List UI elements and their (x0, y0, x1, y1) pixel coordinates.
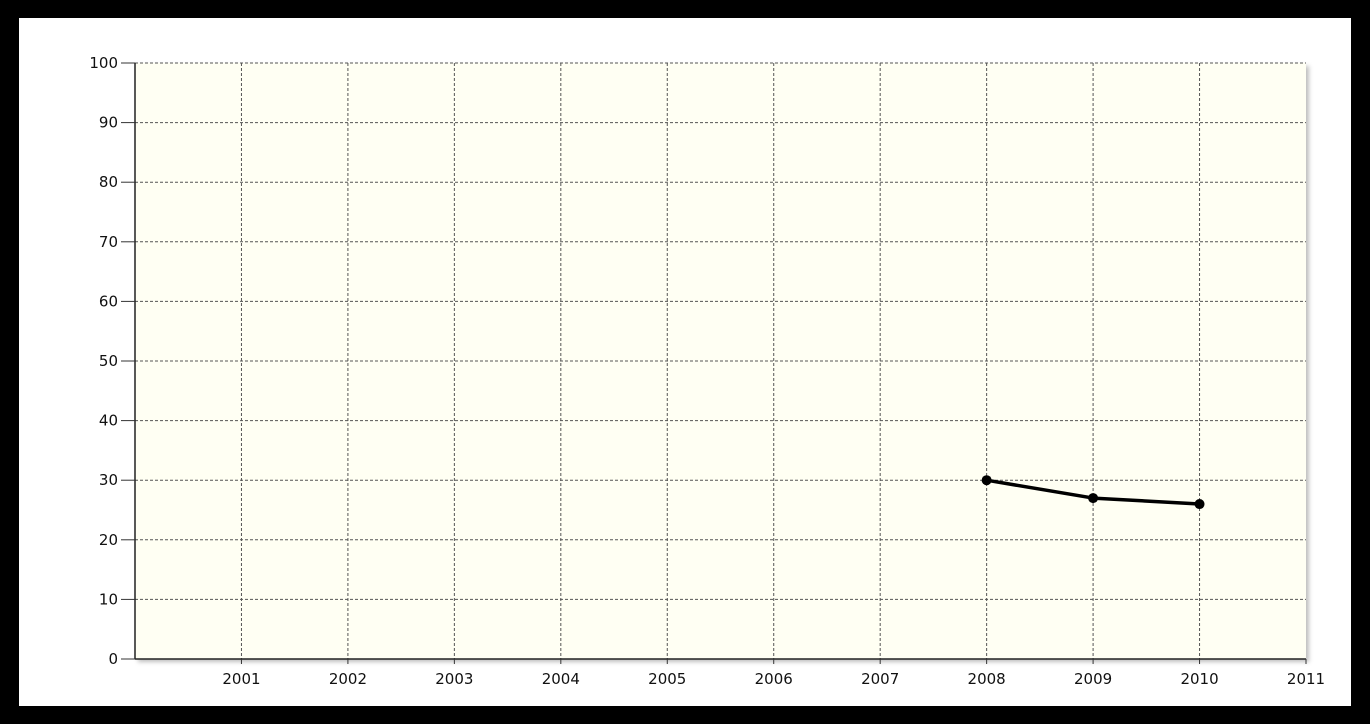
data-point (1088, 493, 1099, 504)
data-point (981, 475, 992, 486)
x-tick-label: 2004 (542, 670, 580, 688)
y-tick-label: 50 (99, 352, 118, 370)
x-axis-ticks: 2001 2002 2003 2004 2005 2006 2007 2008 2009 2010… (222, 659, 1325, 688)
x-tick-label: 2001 (222, 670, 260, 688)
grid-lines (135, 62, 1306, 659)
y-tick-label: 70 (99, 233, 118, 251)
y-tick-label: 10 (99, 590, 118, 608)
y-tick-label: 60 (99, 292, 118, 310)
x-tick-label: 2003 (435, 670, 473, 688)
y-tick-label: 40 (99, 412, 118, 430)
x-tick-label: 2006 (755, 670, 793, 688)
x-tick-label: 2007 (861, 670, 899, 688)
x-tick-label: 2010 (1180, 670, 1218, 688)
y-tick-label: 80 (99, 173, 118, 191)
series-layer (981, 475, 1205, 510)
x-tick-label: 2011 (1287, 670, 1325, 688)
x-tick-label: 2009 (1074, 670, 1112, 688)
y-axis-ticks: 0 10 20 30 40 50 60 70 80 90 100 (89, 54, 135, 668)
y-tick-label: 30 (99, 471, 118, 489)
y-tick-label: 90 (99, 114, 118, 132)
x-tick-label: 2002 (329, 670, 367, 688)
y-tick-label: 0 (108, 650, 118, 668)
y-tick-label: 100 (89, 54, 118, 72)
data-point (1194, 499, 1205, 510)
y-tick-label: 20 (99, 531, 118, 549)
x-tick-label: 2008 (968, 670, 1006, 688)
x-tick-label: 2005 (648, 670, 686, 688)
